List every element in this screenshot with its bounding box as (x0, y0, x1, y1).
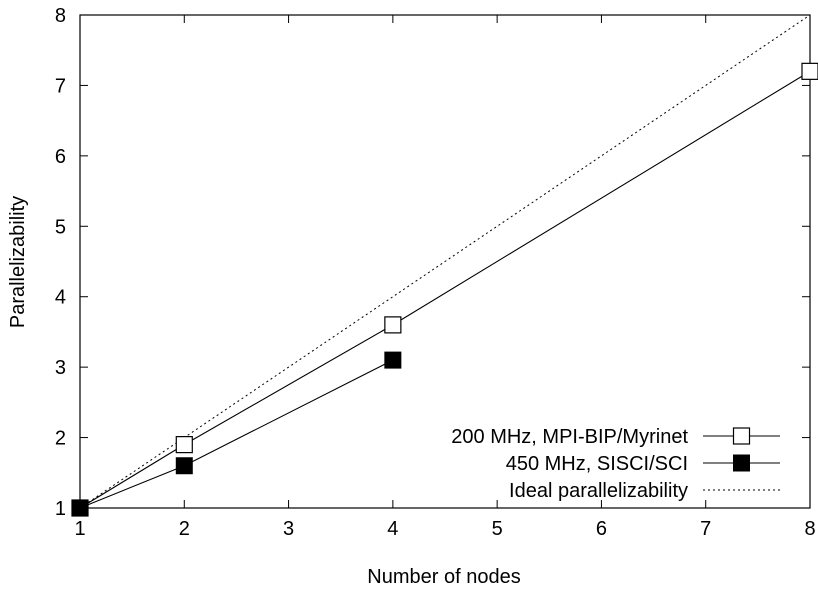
x-axis-label: Number of nodes (367, 566, 520, 588)
data-point (384, 351, 402, 369)
legend-item: 200 MHz, MPI-BIP/Myrinet (451, 426, 780, 448)
legend-marker (733, 454, 750, 472)
axis-ticks: 1 2 3 4 5 6 7 8 1 2 3 4 5 6 7 8 (55, 5, 816, 540)
data-point (71, 499, 89, 517)
data-point (175, 457, 193, 475)
series-0-markers (71, 62, 818, 517)
legend-marker (732, 427, 751, 445)
y-axis-label: Parallelizability (7, 196, 29, 328)
data-point (384, 316, 402, 334)
series-line (79, 359, 394, 509)
x-tick-label: 7 (700, 518, 711, 540)
series-line (79, 14, 811, 509)
series-line (79, 70, 811, 509)
plot-border (79, 14, 811, 509)
legend-item: 450 MHz, SISCI/SCI (506, 453, 780, 475)
data-point (175, 436, 193, 454)
x-tick-label: 8 (804, 518, 815, 540)
x-tick-label: 2 (179, 518, 190, 540)
legend-item: Ideal parallelizability (509, 480, 780, 502)
x-tick-label: 5 (492, 518, 503, 540)
y-tick-label: 1 (55, 498, 66, 520)
series-1 (79, 359, 394, 509)
x-tick-label: 3 (283, 518, 294, 540)
legend-label: 450 MHz, SISCI/SCI (506, 453, 688, 475)
y-tick-label: 3 (55, 357, 66, 379)
data-point (801, 62, 818, 80)
legend-label: 200 MHz, MPI-BIP/Myrinet (451, 426, 688, 448)
x-tick-label: 6 (596, 518, 607, 540)
x-tick-label: 1 (74, 518, 85, 540)
y-tick-label: 4 (55, 287, 66, 309)
y-tick-label: 6 (55, 146, 66, 168)
y-tick-label: 7 (55, 75, 66, 97)
y-tick-label: 2 (55, 428, 66, 450)
plot-frame (79, 14, 811, 509)
series-2 (79, 14, 811, 509)
y-tick-label: 8 (55, 5, 66, 27)
series-group (71, 14, 818, 517)
series-1-markers (71, 351, 402, 517)
y-tick-label: 5 (55, 216, 66, 238)
legend-label: Ideal parallelizability (509, 480, 688, 502)
legend: 200 MHz, MPI-BIP/Myrinet 450 MHz, SISCI/S… (451, 426, 780, 502)
x-tick-label: 4 (387, 518, 398, 540)
series-0 (79, 70, 811, 509)
